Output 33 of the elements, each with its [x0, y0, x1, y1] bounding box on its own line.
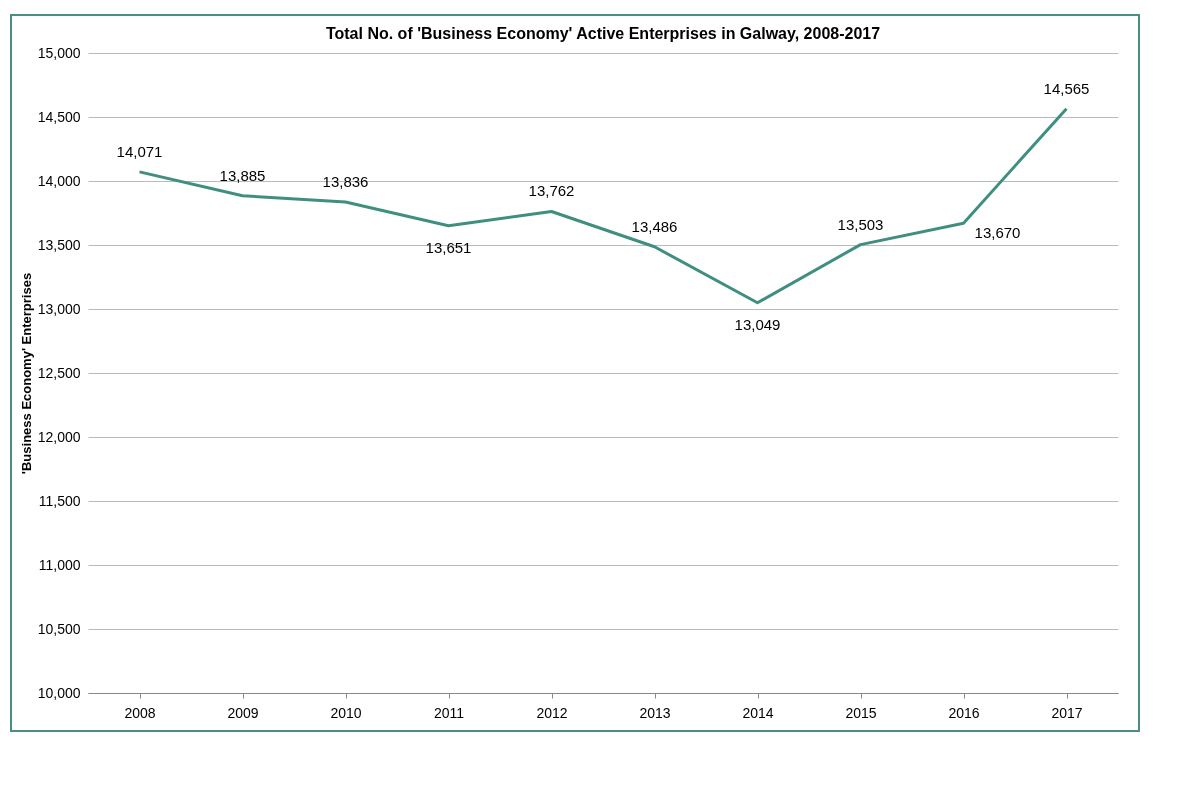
data-label: 13,503 — [837, 215, 884, 233]
y-tick-label: 15,000 — [37, 44, 81, 61]
x-tick-label: 2009 — [227, 704, 259, 721]
y-tick-label: 12,000 — [37, 428, 81, 445]
y-tick-label: 10,000 — [37, 684, 81, 701]
data-label: 13,486 — [631, 217, 678, 235]
x-tick-label: 2010 — [330, 704, 362, 721]
x-tick-label: 2008 — [124, 704, 156, 721]
data-label: 13,651 — [425, 238, 472, 256]
x-tick-label: 2013 — [639, 704, 671, 721]
x-tick-label: 2012 — [536, 704, 568, 721]
data-label: 13,670 — [974, 224, 1021, 242]
y-tick-label: 11,500 — [38, 492, 81, 509]
y-tick-label: 14,000 — [37, 172, 81, 189]
x-tick-label: 2017 — [1051, 704, 1083, 721]
data-label: 14,071 — [116, 142, 163, 160]
x-tick-label: 2011 — [433, 704, 465, 721]
data-label: 13,049 — [734, 315, 781, 333]
y-tick-label: 11,000 — [38, 556, 81, 573]
data-label: 13,762 — [528, 182, 575, 200]
y-tick-label: 12,500 — [37, 364, 81, 381]
y-tick-label: 13,000 — [37, 300, 81, 317]
y-axis-title: 'Business Economy' Enterprises — [18, 272, 34, 475]
data-label: 14,565 — [1043, 79, 1090, 97]
chart-title: Total No. of 'Business Economy' Active Enterprises in Galway, 2008-2017 — [325, 25, 881, 42]
y-tick-label: 10,500 — [37, 620, 81, 637]
x-tick-label: 2014 — [742, 704, 774, 721]
y-tick-label: 14,500 — [37, 108, 81, 125]
data-label: 13,885 — [219, 166, 266, 184]
x-tick-label: 2015 — [845, 704, 877, 721]
y-tick-label: 13,500 — [37, 236, 81, 253]
x-tick-label: 2016 — [948, 704, 980, 721]
data-label: 13,836 — [322, 172, 369, 190]
